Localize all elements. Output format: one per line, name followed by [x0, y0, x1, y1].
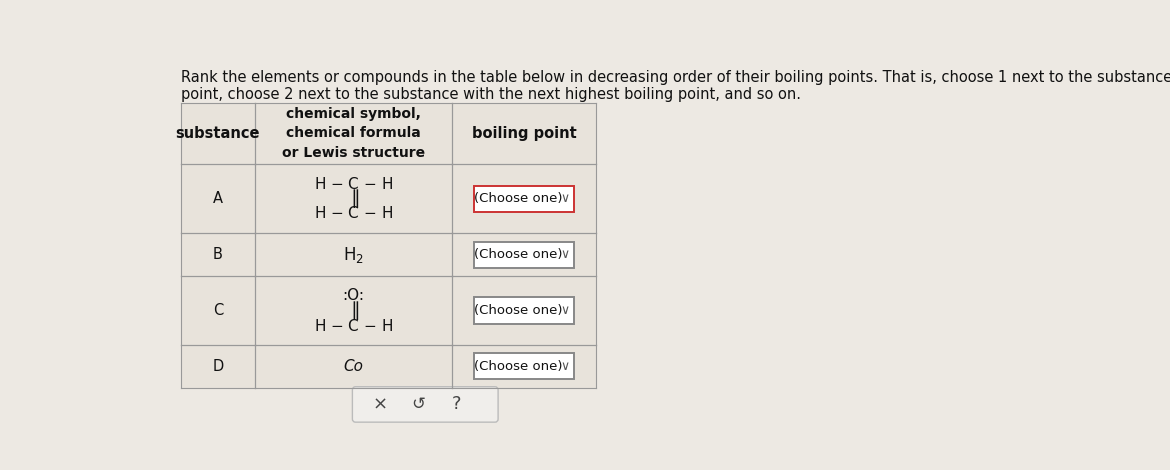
Bar — [181, 276, 255, 345]
Text: ?: ? — [452, 395, 461, 414]
Bar — [181, 102, 255, 164]
Text: ∨: ∨ — [560, 304, 570, 317]
Text: Co: Co — [344, 359, 364, 374]
Bar — [453, 102, 596, 164]
Bar — [181, 164, 255, 234]
Bar — [255, 234, 453, 276]
Text: ∨: ∨ — [560, 248, 570, 261]
Bar — [181, 345, 255, 387]
Text: C: C — [213, 303, 223, 318]
Text: substance: substance — [176, 126, 260, 141]
Bar — [255, 276, 453, 345]
Text: (Choose one): (Choose one) — [474, 248, 563, 261]
Text: :O:: :O: — [343, 288, 365, 303]
Bar — [474, 298, 574, 323]
Text: chemical symbol,
chemical formula
or Lewis structure: chemical symbol, chemical formula or Lew… — [282, 107, 425, 160]
Text: H $-$ C $-$ H: H $-$ C $-$ H — [314, 205, 393, 221]
Bar — [453, 234, 596, 276]
Bar — [474, 242, 574, 268]
Bar — [474, 353, 574, 379]
Text: point, choose 2 next to the substance with the next highest boiling point, and s: point, choose 2 next to the substance wi… — [181, 87, 801, 102]
Text: H $-$ C $-$ H: H $-$ C $-$ H — [314, 176, 393, 192]
Text: ↺: ↺ — [412, 395, 425, 414]
Text: (Choose one): (Choose one) — [474, 192, 563, 205]
Text: ∨: ∨ — [560, 192, 570, 205]
Text: B: B — [213, 247, 222, 262]
Bar — [453, 164, 596, 234]
FancyBboxPatch shape — [352, 387, 498, 422]
Text: Rank the elements or compounds in the table below in decreasing order of their b: Rank the elements or compounds in the ta… — [181, 70, 1170, 85]
Bar — [453, 276, 596, 345]
Text: ∨: ∨ — [560, 360, 570, 373]
Text: H$_2$: H$_2$ — [343, 245, 364, 265]
Text: $\parallel$: $\parallel$ — [347, 299, 360, 322]
Text: D: D — [212, 359, 223, 374]
Bar — [181, 234, 255, 276]
Text: ×: × — [372, 395, 387, 414]
Text: $\parallel$: $\parallel$ — [347, 188, 360, 211]
Bar — [255, 164, 453, 234]
Bar — [255, 345, 453, 387]
Text: (Choose one): (Choose one) — [474, 304, 563, 317]
Bar — [453, 345, 596, 387]
Text: boiling point: boiling point — [472, 126, 577, 141]
Bar — [255, 102, 453, 164]
Text: H $-$ C $-$ H: H $-$ C $-$ H — [314, 318, 393, 334]
Text: (Choose one): (Choose one) — [474, 360, 563, 373]
Text: A: A — [213, 191, 223, 206]
Bar — [474, 186, 574, 212]
